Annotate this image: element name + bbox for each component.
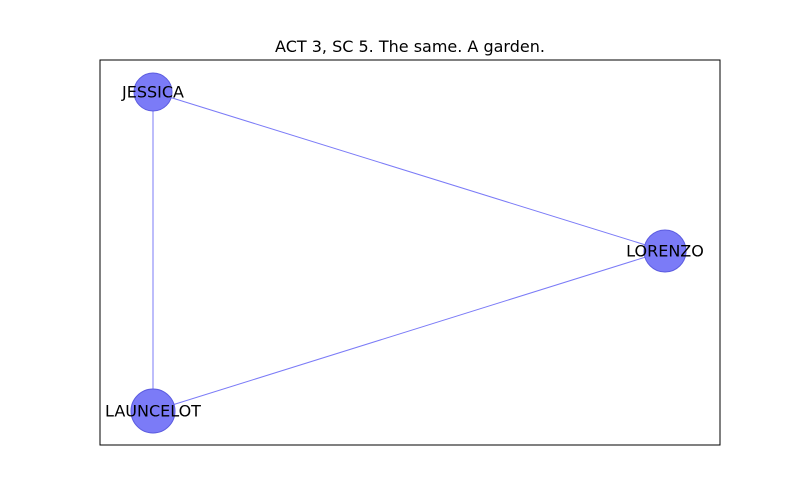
plot-frame (99, 59, 721, 446)
edges-layer (152, 91, 666, 412)
edge-jessica-lorenzo (152, 91, 666, 252)
node-jessica (133, 72, 173, 112)
node-label-launcelot: LAUNCELOT (105, 402, 201, 421)
node-label-lorenzo: LORENZO (626, 242, 704, 261)
node-label-jessica: JESSICA (121, 83, 184, 102)
nodes-layer (130, 72, 687, 434)
labels-layer: JESSICA LORENZO LAUNCELOT (105, 83, 704, 421)
node-lorenzo (643, 229, 687, 273)
edge-launcelot-lorenzo (152, 250, 666, 412)
node-launcelot (130, 388, 176, 434)
figure-title: ACT 3, SC 5. The same. A garden. (275, 37, 545, 56)
